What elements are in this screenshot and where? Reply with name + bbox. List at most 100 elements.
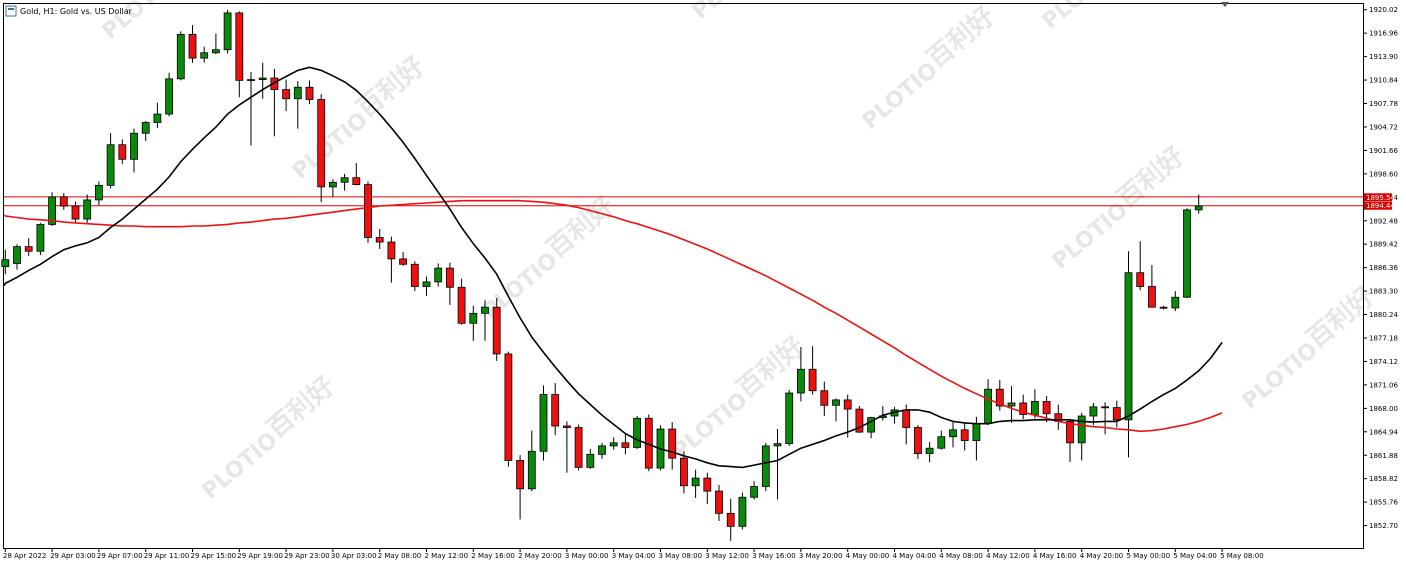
candle — [1159, 305, 1168, 310]
candle — [176, 31, 185, 81]
candle — [680, 451, 688, 494]
candle — [130, 128, 138, 173]
candle — [832, 398, 840, 422]
candle — [668, 422, 677, 470]
candle — [949, 421, 957, 448]
y-tick-label: 1886.36 — [1369, 264, 1398, 272]
candle — [153, 102, 162, 128]
x-tick-label: 30 Apr 03:00 — [331, 552, 377, 560]
y-tick-label: 1898.60 — [1369, 170, 1398, 178]
candle-body — [375, 237, 384, 243]
candle — [715, 484, 723, 522]
candle — [1077, 412, 1086, 461]
candle — [598, 442, 606, 459]
x-tick-label: 3 May 00:00 — [565, 552, 609, 560]
x-tick-label: 4 May 20:00 — [1080, 552, 1124, 560]
candle-body — [621, 442, 630, 448]
candle-body — [387, 241, 396, 260]
candle-body — [574, 427, 583, 468]
candle-body — [832, 399, 840, 406]
x-tick-label: 4 May 12:00 — [986, 552, 1030, 560]
candle-body — [1159, 306, 1168, 309]
candle — [165, 72, 174, 117]
x-tick-label: 3 May 20:00 — [799, 552, 843, 560]
candle-body — [328, 181, 337, 188]
candle-body — [1089, 406, 1098, 417]
candle-body — [340, 177, 349, 183]
price-badge: 1894.44 — [1364, 201, 1395, 210]
candle-body — [95, 184, 103, 201]
watermark-cn: 百利好 — [1112, 141, 1191, 214]
candle-body — [527, 450, 536, 490]
y-tick-label: 1880.24 — [1369, 311, 1398, 319]
candle — [1066, 419, 1074, 462]
candle-body — [902, 409, 911, 428]
window-icon — [8, 8, 14, 10]
candle — [457, 278, 466, 325]
watermark-cn: 百利好 — [542, 191, 621, 264]
x-tick-label: 29 Apr 23:00 — [284, 552, 330, 560]
watermark-cn: 百利好 — [262, 371, 341, 444]
y-tick-label: 1901.66 — [1369, 147, 1398, 155]
y-tick-label: 1877.18 — [1369, 335, 1398, 343]
price-badge-bg — [1364, 193, 1392, 202]
candle-body — [153, 113, 162, 123]
y-axis: 1920.02 1916.96 1913.90 1910.84 1907.78 1904.… — [1363, 6, 1398, 530]
candle — [586, 448, 595, 469]
candle-body — [223, 12, 232, 51]
candle — [890, 406, 899, 424]
x-tick-label: 5 May 08:00 — [1220, 552, 1264, 560]
candle-body — [364, 184, 372, 238]
candle — [36, 222, 45, 256]
candle — [995, 379, 1004, 411]
candle — [328, 179, 337, 197]
candle — [820, 381, 829, 417]
watermark-cn: 百利好 — [922, 1, 1001, 74]
x-tick-label: 29 Apr 07:00 — [97, 552, 143, 560]
candle-body — [399, 258, 408, 265]
candle-body — [247, 79, 255, 81]
candle — [855, 406, 864, 433]
price-lines — [4, 196, 1363, 207]
price-badge-label: 1895.54 — [1366, 194, 1395, 202]
candle-body — [24, 246, 33, 252]
candle-body — [750, 486, 758, 498]
candle — [375, 229, 384, 249]
x-axis: 28 Apr 2022 29 Apr 03:00 29 Apr 07:00 29 Ap… — [3, 548, 1264, 560]
candle — [188, 25, 197, 63]
watermark-brand: PLOTIO — [288, 108, 373, 185]
candle-body — [516, 460, 524, 490]
candle — [270, 68, 279, 137]
candle — [317, 94, 326, 203]
candle-body — [352, 177, 361, 185]
candle — [1136, 241, 1145, 291]
scroll-marker-icon[interactable] — [1221, 2, 1229, 7]
candle — [1171, 291, 1180, 312]
ma-slow-line — [3, 199, 1223, 433]
candle-body — [539, 394, 548, 452]
candle-body — [1124, 272, 1133, 421]
candle-body — [703, 477, 712, 492]
watermark-cn: 百利好 — [732, 331, 811, 404]
candle — [527, 430, 536, 492]
candle-body — [13, 246, 21, 264]
candle-body — [48, 196, 56, 225]
candle — [738, 492, 747, 530]
candle — [773, 429, 782, 500]
candle-body — [235, 12, 244, 81]
candle-body — [1, 259, 10, 267]
candle-body — [738, 496, 747, 527]
candle-body — [1112, 407, 1121, 421]
candle — [1007, 386, 1016, 423]
watermark-cn: 百利好 — [352, 51, 431, 124]
candle-body — [1007, 402, 1016, 407]
plot-frame — [3, 3, 1364, 549]
candle-body — [633, 417, 641, 448]
x-tick-label: 3 May 04:00 — [612, 552, 656, 560]
candle-body — [691, 477, 700, 487]
candle-body — [984, 388, 992, 425]
x-tick-label: 3 May 16:00 — [752, 552, 796, 560]
